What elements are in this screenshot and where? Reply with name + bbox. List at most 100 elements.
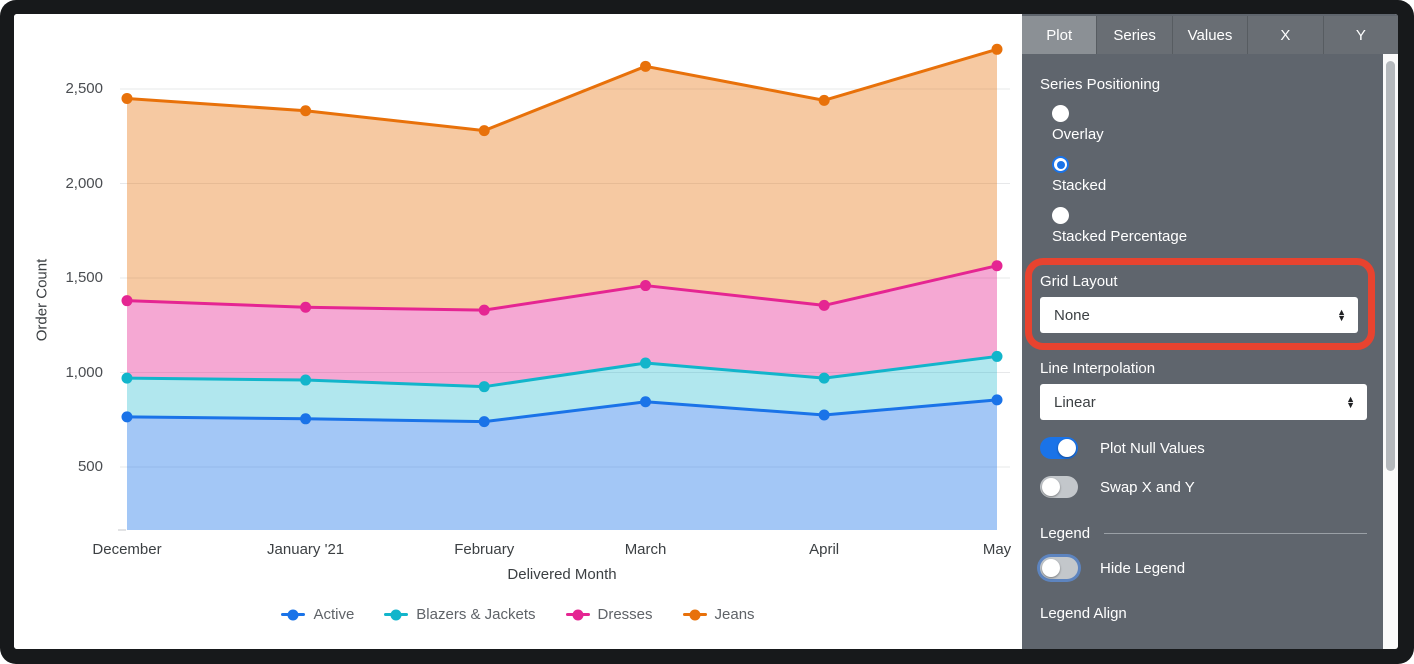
tab-y[interactable]: Y [1322, 16, 1398, 54]
data-point [300, 301, 312, 313]
legend-label: Dresses [597, 606, 653, 623]
data-point [478, 304, 490, 316]
data-point [300, 374, 312, 386]
legend-align-label: Legend Align [1040, 605, 1127, 622]
x-axis-title: Delivered Month [507, 566, 617, 583]
line-blazers-jackets [125, 354, 999, 389]
legend-label: Jeans [714, 606, 755, 623]
radio-label: Stacked Percentage [1052, 228, 1188, 245]
x-tick-label: May [982, 541, 1012, 558]
hide-legend-row: Hide Legend [1040, 557, 1367, 579]
legend-marker-icon [565, 609, 590, 621]
radio-option-stacked: Stacked [1052, 156, 1367, 194]
tab-values[interactable]: Values [1171, 16, 1248, 54]
line-dresses [125, 264, 999, 312]
tab-plot[interactable]: Plot [1022, 16, 1097, 54]
scrollbar-thumb[interactable] [1386, 61, 1395, 471]
data-point [640, 357, 652, 369]
plot-null-values-row: Plot Null Values [1040, 437, 1367, 459]
area-blazers-jackets [127, 356, 997, 422]
plot-null-values-toggle[interactable] [1040, 437, 1078, 459]
x-tick-label: February [454, 541, 515, 558]
data-point [818, 409, 830, 421]
y-tick-label: 500 [77, 458, 103, 475]
legend-item-dresses: Dresses [565, 606, 653, 623]
plot-null-values-label: Plot Null Values [1100, 439, 1205, 457]
data-point [478, 125, 490, 137]
data-point [991, 350, 1003, 362]
y-tick-label: 1,000 [65, 363, 103, 381]
legend-marker-icon [682, 609, 707, 621]
radio-button-overlay[interactable] [1052, 105, 1069, 122]
grid-layout-highlight: Grid Layout None ▲ ▼ [1025, 258, 1375, 350]
tab-series[interactable]: Series [1096, 16, 1172, 54]
grid-layout-select[interactable]: None ▲ ▼ [1040, 297, 1358, 333]
swap-x-and-y-toggle[interactable] [1040, 476, 1078, 498]
swap-x-and-y-label: Swap X and Y [1100, 478, 1195, 496]
swap-x-y-row: Swap X and Y [1040, 476, 1367, 498]
area-dresses [127, 265, 997, 387]
data-point [818, 299, 830, 311]
hide-legend-label: Hide Legend [1100, 559, 1186, 577]
x-tick-label: December [92, 541, 162, 558]
legend-label: Blazers & Jackets [416, 606, 536, 623]
data-point [818, 94, 830, 106]
data-point [991, 394, 1003, 406]
area-active [127, 399, 997, 530]
grid-layout-value: None [1054, 306, 1090, 324]
updown-arrows-icon: ▲ ▼ [1337, 307, 1346, 323]
legend-item-blazers-jackets: Blazers & Jackets [384, 606, 536, 623]
legend-label: Active [313, 606, 355, 623]
panel-tabbar: Plot Series Values X Y [1022, 16, 1398, 54]
data-point [121, 295, 133, 307]
data-point [121, 411, 133, 423]
chart-area: Order Count 500 1,000 1,500 2,000 2,500 Dece… [14, 14, 1022, 649]
data-point [640, 60, 652, 72]
line-interpolation-select[interactable]: Linear ▲ ▼ [1040, 384, 1367, 420]
y-tick-label: 2,000 [65, 174, 103, 192]
legend-section-label: Legend [1040, 525, 1091, 542]
hide-legend-toggle[interactable] [1040, 557, 1078, 579]
y-tick-label: 1,500 [65, 269, 103, 286]
chart-legend: Active Blazers & Jackets Dresses Jeans [14, 606, 1022, 623]
data-point [478, 416, 490, 428]
x-tick-label: January '21 [267, 541, 345, 558]
line-active [125, 398, 999, 424]
data-point [121, 92, 133, 104]
data-point [640, 280, 652, 292]
radio-label: Overlay [1052, 126, 1104, 143]
radio-option-stacked-percentage: Stacked Percentage [1052, 207, 1367, 245]
data-point [991, 43, 1003, 55]
data-point [478, 381, 490, 393]
window-content: Order Count 500 1,000 1,500 2,000 2,500 Dece… [14, 14, 1398, 649]
stacked-area-chart [118, 43, 1010, 531]
y-tick-label: 2,500 [65, 80, 103, 97]
data-point [640, 396, 652, 408]
series-positioning-group: Overlay Stacked Stacked Percentage [1040, 105, 1367, 245]
line-jeans [125, 47, 999, 133]
radio-button-stacked-percentage[interactable] [1052, 207, 1069, 224]
x-tick-label: March [624, 541, 667, 558]
data-point [818, 372, 830, 384]
data-point [121, 372, 133, 384]
radio-button-stacked[interactable] [1052, 156, 1069, 173]
series-positioning-label: Series Positioning [1040, 76, 1161, 93]
settings-panel: Plot Series Values X Y Series Positioning Ov… [1022, 14, 1398, 649]
section-divider [1104, 533, 1367, 534]
scrollbar[interactable] [1383, 54, 1398, 649]
legend-item-active: Active [281, 606, 354, 623]
legend-marker-icon [384, 609, 409, 621]
tab-x[interactable]: X [1247, 16, 1323, 54]
updown-arrows-icon: ▲ ▼ [1346, 394, 1355, 410]
legend-section-header: Legend [1040, 525, 1367, 542]
data-point [300, 105, 312, 117]
x-tick-label: April [809, 541, 840, 558]
legend-item-jeans: Jeans [682, 606, 755, 623]
radio-label: Stacked [1052, 177, 1107, 194]
line-interpolation-label: Line Interpolation [1040, 360, 1156, 377]
data-point [991, 260, 1003, 272]
data-point [300, 413, 312, 425]
grid-layout-label: Grid Layout [1040, 273, 1118, 290]
legend-marker-icon [281, 609, 306, 621]
